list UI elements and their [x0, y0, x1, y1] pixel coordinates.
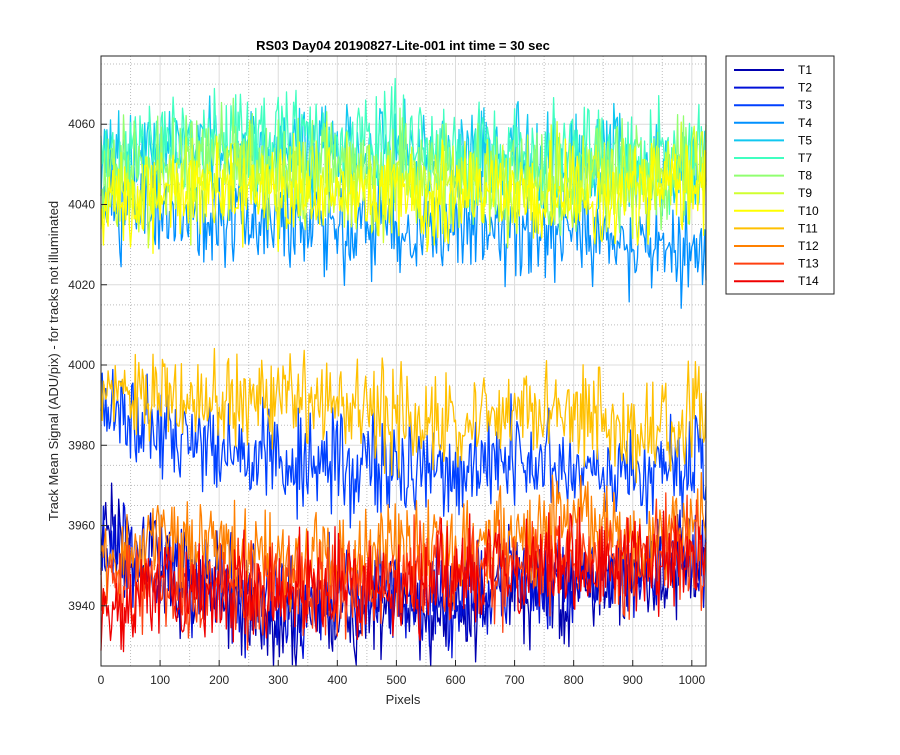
series-line-t11	[100, 347, 707, 484]
legend-label-t11: T11	[798, 221, 818, 235]
legend: T1 T2 T3 T4 T5 T7 T8 T9 T10 T11 T12 T13 T14	[725, 55, 835, 295]
series-line-t10	[100, 135, 707, 255]
legend-label-t10: T10	[798, 204, 819, 218]
legend-label-t3: T3	[798, 98, 812, 112]
x-tick-label: 800	[564, 673, 584, 687]
y-tick-label: 4000	[68, 358, 95, 372]
x-axis-label: Pixels	[386, 692, 421, 707]
legend-label-t2: T2	[798, 81, 812, 95]
x-tick-label: 200	[209, 673, 229, 687]
x-tick-label: 1000	[678, 673, 705, 687]
y-tick-label: 3980	[68, 438, 95, 452]
x-tick-label: 0	[98, 673, 105, 687]
legend-label-t13: T13	[798, 257, 819, 271]
y-tick-label: 4060	[68, 117, 95, 131]
x-tick-label: 700	[505, 673, 525, 687]
legend-label-t9: T9	[798, 186, 812, 200]
legend-label-t12: T12	[798, 239, 819, 253]
y-tick-label: 4040	[68, 197, 95, 211]
plot-frame	[100, 55, 707, 667]
axis-ticks: 3940 3960 3980 4000 4020 4040 4060 0 100 200 300 40…	[68, 117, 705, 687]
x-tick-label: 600	[445, 673, 465, 687]
y-tick-label: 3940	[68, 599, 95, 613]
x-tick-label: 300	[268, 673, 288, 687]
y-tick-label: 4020	[68, 278, 95, 292]
legend-label-t8: T8	[798, 169, 812, 183]
x-tick-label: 500	[386, 673, 406, 687]
series-line-t14	[100, 507, 707, 653]
x-tick-label: 400	[327, 673, 347, 687]
y-axis-label: Track Mean Signal (ADU/pix) - for tracks…	[46, 201, 61, 521]
x-tick-label: 100	[150, 673, 170, 687]
legend-label-t1: T1	[798, 63, 812, 77]
chart-title: RS03 Day04 20190827-Lite-001 int time = …	[256, 38, 550, 53]
legend-label-t5: T5	[798, 133, 812, 147]
legend-label-t7: T7	[798, 151, 812, 165]
series-layer	[100, 77, 707, 667]
legend-label-t14: T14	[798, 274, 819, 288]
legend-label-t4: T4	[798, 116, 812, 130]
x-tick-label: 900	[623, 673, 643, 687]
y-tick-label: 3960	[68, 519, 95, 533]
